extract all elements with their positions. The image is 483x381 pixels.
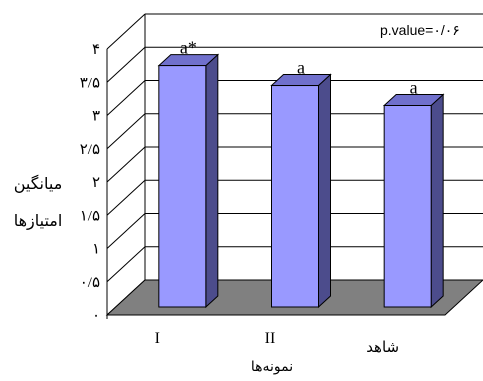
- y-tick-label: ۰/۵: [80, 275, 100, 291]
- side-wall-gridline: [106, 213, 146, 249]
- y-tick-label: ۴: [92, 42, 100, 58]
- bars: [157, 53, 445, 309]
- data-label: a*: [180, 38, 197, 58]
- bar: [271, 85, 319, 308]
- side-wall-gridline: [106, 80, 146, 116]
- y-axis-label-line1: میانگین: [14, 174, 63, 194]
- data-label: a: [410, 78, 418, 98]
- bar: [383, 105, 432, 308]
- bar-side: [430, 93, 444, 309]
- x-category-label: II: [265, 330, 276, 347]
- y-tick-label: ۰: [92, 308, 100, 324]
- bar: [158, 65, 207, 308]
- y-tick-label: ۲: [92, 175, 100, 191]
- y-tick-label: ۳: [92, 109, 100, 125]
- x-category-label: شاهد: [366, 339, 399, 356]
- side-wall-gridline: [106, 179, 146, 216]
- y-tick-label: ۳/۵: [80, 75, 100, 91]
- bar-side: [318, 73, 331, 309]
- side-wall-gridline: [106, 113, 146, 150]
- y-axis-label-line2: امتیازها: [14, 213, 63, 231]
- side-wall-gridline: [106, 13, 146, 50]
- side-wall-gridline: [106, 246, 146, 283]
- data-label: a: [297, 58, 305, 78]
- y-tick-label: ۱: [92, 242, 100, 258]
- p-value-annotation: p.value=۰/۰۶: [380, 22, 460, 38]
- x-axis-label: نمونه‌ها: [251, 358, 293, 375]
- side-wall-gridline: [106, 46, 146, 83]
- data-labels: a* a a: [180, 38, 418, 98]
- bar-side: [205, 53, 219, 309]
- side-wall-gridline: [106, 146, 146, 183]
- y-tick-label: ۱/۵: [80, 208, 100, 224]
- x-category-label: I: [155, 330, 160, 347]
- y-tick-labels: ۰ ۰/۵ ۱ ۱/۵ ۲ ۲/۵ ۳ ۳/۵ ۴: [80, 42, 100, 324]
- y-tick-label: ۲/۵: [80, 142, 100, 158]
